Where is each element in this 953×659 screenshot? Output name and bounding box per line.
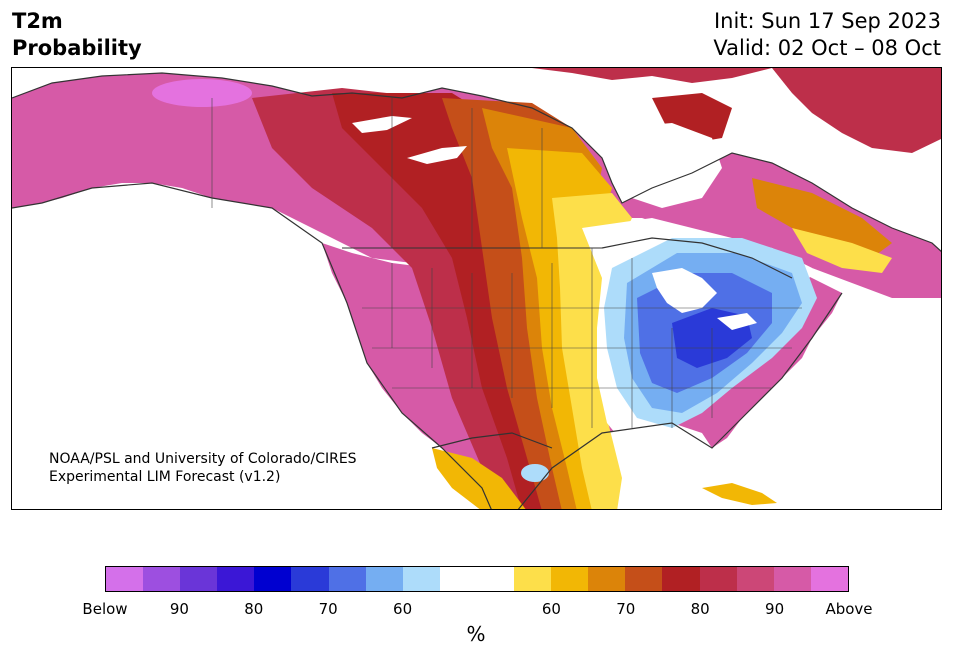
forecast-dates: Init: Sun 17 Sep 2023 Valid: 02 Oct – 08… <box>713 8 941 62</box>
cuba <box>702 483 777 505</box>
lake-erie <box>717 313 757 330</box>
colorbar-tick-label: 70 <box>318 600 338 618</box>
east-canada-bands <box>752 178 892 258</box>
colorbar-tick-label: 80 <box>690 600 710 618</box>
colorbar-swatch <box>476 567 515 591</box>
colorbar-swatch <box>773 567 811 591</box>
mexico-below-patch <box>521 464 549 482</box>
east-canada-yellow <box>792 228 892 273</box>
variable-label: T2m <box>12 9 63 33</box>
colorbar-swatch <box>439 567 477 591</box>
colorbar-tick-label: 90 <box>765 600 785 618</box>
colorbar-tick-label: 90 <box>169 600 189 618</box>
great-bear-lake <box>407 146 467 164</box>
colorbar-swatch <box>588 567 626 591</box>
colorbar-swatch <box>514 567 552 591</box>
colorbar-tick-label: 70 <box>616 600 636 618</box>
state-lines <box>211 98 802 428</box>
colorbar-tick-label: 60 <box>393 600 413 618</box>
colorbar-swatch <box>551 567 589 591</box>
map-title: T2m Probability <box>12 8 142 62</box>
colorbar-swatch <box>365 567 403 591</box>
colorbar-tick-label: 80 <box>244 600 264 618</box>
forecast-map: NOAA/PSL and University of Colorado/CIRE… <box>11 67 942 510</box>
colorbar-unit: % <box>466 622 486 646</box>
greenland <box>772 68 941 153</box>
colorbar-swatch <box>217 567 255 591</box>
colorbar-swatch <box>254 567 292 591</box>
colorbar-swatch <box>106 567 144 591</box>
colorbar-swatch <box>810 567 848 591</box>
colorbar-swatch <box>736 567 774 591</box>
colorbar-swatch <box>180 567 218 591</box>
arctic-islands <box>532 68 772 83</box>
hudson-bay <box>612 123 722 208</box>
credit-line-1: NOAA/PSL and University of Colorado/CIRE… <box>49 451 357 467</box>
colorbar-tick-label: Below <box>82 600 128 618</box>
alaska-peak <box>152 79 252 107</box>
mexico-landmass <box>432 448 526 509</box>
init-date: Init: Sun 17 Sep 2023 <box>713 9 941 33</box>
colorbar-tick-label: Above <box>825 600 873 618</box>
colorbar-swatch <box>662 567 700 591</box>
colorbar-labels: Below 90 80 70 60 60 70 80 90 Above <box>0 600 953 620</box>
borders <box>12 72 941 509</box>
product-label: Probability <box>12 36 142 60</box>
map-canvas <box>12 68 941 509</box>
great-lakes <box>652 268 717 313</box>
colorbar-swatch <box>625 567 663 591</box>
colorbar-swatch <box>699 567 737 591</box>
credit-line-2: Experimental LIM Forecast (v1.2) <box>49 469 281 485</box>
colorbar-tick-label: 60 <box>541 600 561 618</box>
great-slave-lake <box>352 116 412 133</box>
valid-period: Valid: 02 Oct – 08 Oct <box>713 36 941 60</box>
colorbar-swatch <box>291 567 329 591</box>
credit-text: NOAA/PSL and University of Colorado/CIRE… <box>49 450 357 486</box>
colorbar-swatch <box>402 567 440 591</box>
colorbar-swatch <box>328 567 366 591</box>
colorbar <box>105 566 849 592</box>
colorbar-swatch <box>143 567 181 591</box>
